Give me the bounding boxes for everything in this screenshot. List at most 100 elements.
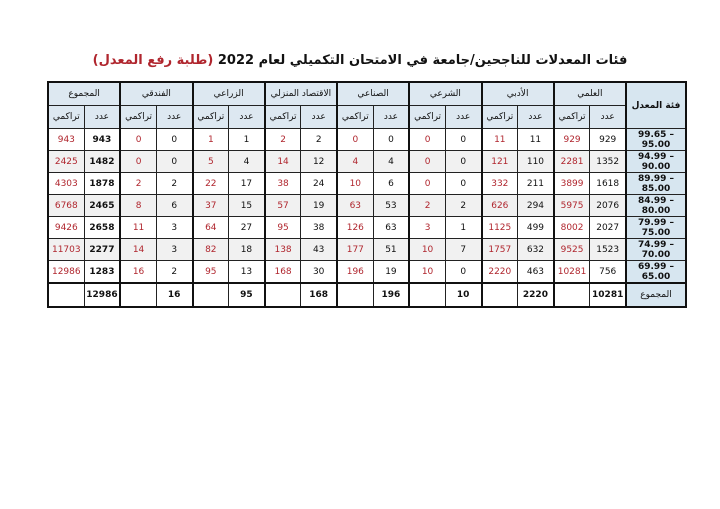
total-empty-cell xyxy=(191,282,230,308)
cumulative-cell: 8 xyxy=(119,194,157,217)
title-highlight: (طلبة رفع المعدل) xyxy=(92,53,214,68)
count-cell: 929 xyxy=(589,128,627,151)
cumulative-cell: 57 xyxy=(263,194,302,217)
count-cell: 3 xyxy=(155,238,194,261)
cumulative-header: تراكمي xyxy=(46,105,85,129)
cumulative-cell: 22 xyxy=(191,172,230,195)
cumulative-cell: 138 xyxy=(263,238,302,261)
cumulative-cell: 10 xyxy=(408,238,446,261)
count-cell: 499 xyxy=(517,216,555,239)
count-cell: 4 xyxy=(228,150,266,173)
rate-range: 79.99 – 75.00 xyxy=(625,216,687,239)
cumulative-cell: 3 xyxy=(408,216,446,239)
totals-row: المجموع 10281 2220 10 196 168 95 16 12986 xyxy=(46,282,687,308)
cumulative-cell: 63 xyxy=(335,194,374,217)
cumulative-cell: 82 xyxy=(191,238,230,261)
cumulative-cell: 37 xyxy=(191,194,230,217)
count-cell: 2 xyxy=(155,172,194,195)
count-cell: 24 xyxy=(300,172,338,195)
totals-label: المجموع xyxy=(625,282,687,308)
count-cell: 17 xyxy=(228,172,266,195)
cumulative-cell: 2281 xyxy=(552,150,591,173)
total-count-cell: 16 xyxy=(155,282,194,308)
cumulative-cell: 121 xyxy=(480,150,519,173)
count-cell: 38 xyxy=(300,216,338,239)
cumulative-cell: 2220 xyxy=(480,260,519,284)
count-cell: 943 xyxy=(83,128,121,151)
count-cell: 2076 xyxy=(589,194,627,217)
cumulative-cell: 9426 xyxy=(46,216,85,239)
cumulative-header: تراكمي xyxy=(480,105,519,129)
group-header: المجموع xyxy=(46,81,121,106)
rate-range: 94.99 – 90.00 xyxy=(625,150,687,173)
count-cell: 15 xyxy=(228,194,266,217)
cumulative-header: تراكمي xyxy=(191,105,230,129)
count-cell: 30 xyxy=(300,260,338,284)
count-cell: 2 xyxy=(444,194,483,217)
count-header: عدد xyxy=(228,105,266,129)
cumulative-cell: 10 xyxy=(335,172,374,195)
group-header: الأدبي xyxy=(480,81,555,106)
cumulative-cell: 11 xyxy=(480,128,519,151)
count-cell: 0 xyxy=(444,128,483,151)
page-title: فئات المعدلات للناجحين/جامعة في الامتحان… xyxy=(0,53,720,68)
count-cell: 53 xyxy=(372,194,410,217)
total-empty-cell xyxy=(408,282,446,308)
table-row: 74.99 – 70.00 1523 9525 632 1757 7 10 51 177 43 13… xyxy=(46,238,687,261)
count-cell: 0 xyxy=(444,150,483,173)
count-cell: 1 xyxy=(444,216,483,239)
total-empty-cell xyxy=(119,282,157,308)
count-cell: 0 xyxy=(444,172,483,195)
total-count-cell: 12986 xyxy=(83,282,121,308)
rate-range: 99.65 – 95.00 xyxy=(625,128,687,151)
total-empty-cell xyxy=(552,282,591,308)
cumulative-cell: 0 xyxy=(119,150,157,173)
group-header: الزراعي xyxy=(191,81,266,106)
count-cell: 1 xyxy=(228,128,266,151)
title-main: فئات المعدلات للناجحين/جامعة في الامتحان… xyxy=(217,53,628,68)
count-cell: 3 xyxy=(155,216,194,239)
cumulative-cell: 332 xyxy=(480,172,519,195)
count-cell: 6 xyxy=(372,172,410,195)
count-cell: 1482 xyxy=(83,150,121,173)
total-count-cell: 168 xyxy=(300,282,338,308)
cumulative-cell: 4303 xyxy=(46,172,85,195)
cumulative-header: تراكمي xyxy=(552,105,591,129)
cumulative-cell: 196 xyxy=(335,260,374,284)
count-cell: 11 xyxy=(517,128,555,151)
count-cell: 4 xyxy=(372,150,410,173)
cumulative-cell: 168 xyxy=(263,260,302,284)
cumulative-cell: 1 xyxy=(191,128,230,151)
count-cell: 1618 xyxy=(589,172,627,195)
cumulative-cell: 2 xyxy=(263,128,302,151)
count-cell: 463 xyxy=(517,260,555,284)
table-row: 79.99 – 75.00 2027 8002 499 1125 1 3 63 126 38 95 2… xyxy=(46,216,687,239)
cumulative-cell: 9525 xyxy=(552,238,591,261)
cumulative-cell: 626 xyxy=(480,194,519,217)
count-cell: 1352 xyxy=(589,150,627,173)
count-cell: 1283 xyxy=(83,260,121,284)
cumulative-cell: 16 xyxy=(119,260,157,284)
rate-range: 74.99 – 70.00 xyxy=(625,238,687,261)
cumulative-cell: 11703 xyxy=(46,238,85,261)
table-row: 89.99 – 85.00 1618 3899 211 332 0 0 6 10 24 38 17 22… xyxy=(46,172,687,195)
total-empty-cell xyxy=(46,282,85,308)
count-cell: 2658 xyxy=(83,216,121,239)
group-header: الصناعي xyxy=(335,81,410,106)
cumulative-cell: 14 xyxy=(263,150,302,173)
cumulative-cell: 2425 xyxy=(46,150,85,173)
cumulative-cell: 1125 xyxy=(480,216,519,239)
count-cell: 2465 xyxy=(83,194,121,217)
count-cell: 63 xyxy=(372,216,410,239)
count-cell: 2027 xyxy=(589,216,627,239)
count-cell: 211 xyxy=(517,172,555,195)
cumulative-cell: 943 xyxy=(46,128,85,151)
count-cell: 19 xyxy=(300,194,338,217)
table-row: 84.99 – 80.00 2076 5975 294 626 2 2 53 63 19 57 15 3… xyxy=(46,194,687,217)
cumulative-cell: 0 xyxy=(335,128,374,151)
cumulative-cell: 38 xyxy=(263,172,302,195)
count-cell: 1523 xyxy=(589,238,627,261)
count-header: عدد xyxy=(444,105,483,129)
cumulative-cell: 10 xyxy=(408,260,446,284)
total-empty-cell xyxy=(335,282,374,308)
